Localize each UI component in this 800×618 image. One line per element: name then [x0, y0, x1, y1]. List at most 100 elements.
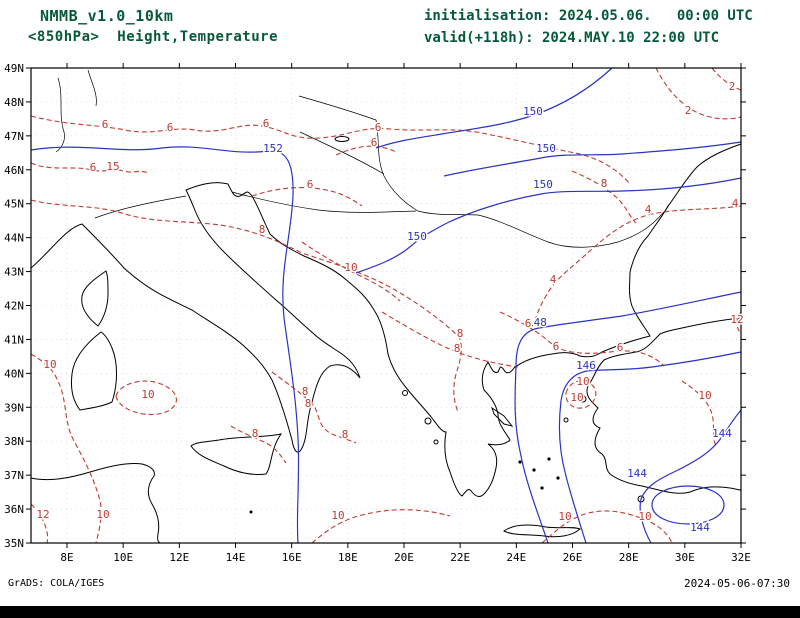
height-contour-150-c [355, 177, 742, 274]
temp-contour-8-ionian [381, 311, 519, 368]
temp-contour-label: 10 [558, 510, 571, 523]
temp-contour-10-aegean-loop [565, 380, 597, 409]
lat-axis-label: 38N [4, 435, 24, 448]
height-contour-label: 144 [627, 467, 647, 480]
axis-labels: 8E 10E 12E 14E 16E 18E 20E 22E 24E 26E 28E 30E 32E 49… [4, 62, 751, 564]
temp-contour-10-west [30, 353, 102, 544]
coastline-turkey [586, 317, 742, 494]
temp-contour-label: 4 [732, 197, 739, 210]
temperature-contours [30, 67, 742, 544]
lon-axis-label: 16E [282, 551, 302, 564]
temp-contour-8-calabria [271, 371, 357, 444]
temp-contour-8-northeast [571, 170, 637, 224]
temp-contour-alps [30, 162, 149, 174]
temp-contour-label: 6 [90, 161, 97, 174]
temp-contour-label: 6 [167, 121, 174, 134]
height-contour-label: 150 [407, 230, 427, 243]
height-contour-148 [514, 291, 742, 544]
lat-axis-label: 35N [4, 537, 24, 550]
temp-contour-label: 4 [550, 273, 557, 286]
temp-contour-label: 12 [36, 508, 49, 521]
temp-contour-label: 8 [259, 223, 266, 236]
temp-contour-12-southwest [30, 503, 49, 544]
island-kefalonia [424, 417, 432, 425]
lon-axis-label: 8E [60, 551, 73, 564]
axis-ticks [26, 63, 746, 548]
lon-axis-label: 26E [563, 551, 583, 564]
island-zakynthos [433, 439, 439, 445]
temp-contour-label: 6 [102, 118, 109, 131]
temp-contour-6-segment [335, 145, 397, 156]
lon-axis-label: 12E [169, 551, 189, 564]
island-cyclades-1 [518, 460, 522, 464]
lon-axis-label: 22E [450, 551, 470, 564]
temp-contour-8-adriatic [30, 199, 462, 413]
height-contour-label: 150 [536, 142, 556, 155]
coastline-italy-balkans-blacksea [30, 143, 742, 497]
initialisation-time: initialisation: 2024.05.06. 00:00 UTC [424, 8, 753, 24]
temp-contour-label: 10 [570, 391, 583, 404]
temp-contour-label: 4 [645, 203, 652, 216]
lat-axis-label: 46N [4, 164, 24, 177]
temp-contour-10-dalmatia [301, 241, 401, 302]
lon-axis-label: 32E [731, 551, 751, 564]
height-contour-label: 144 [712, 427, 732, 440]
lat-axis-label: 42N [4, 300, 24, 313]
coastlines [30, 69, 742, 544]
contour-labels: 152 150 150 150 150 148 146 144 144 144 6 6 6 6 6 2 2 6 15… [35, 79, 745, 536]
island-crete [503, 524, 581, 538]
temp-contour-label: 10 [638, 510, 651, 523]
temp-contour-2-outer [655, 67, 742, 120]
lat-axis-label: 39N [4, 401, 24, 414]
temp-contour-10-anatolia [681, 380, 717, 447]
island-chios [563, 417, 569, 423]
height-contour-144 [639, 409, 742, 544]
island-evia [491, 406, 514, 427]
island-sardinia [71, 331, 117, 411]
temp-contour-label: 10 [698, 389, 711, 402]
lon-axis-label: 30E [675, 551, 695, 564]
temp-contour-6-aegean [499, 311, 665, 367]
island-malta [249, 510, 253, 514]
bottom-bar [0, 606, 800, 618]
temp-contour-label: 10 [331, 509, 344, 522]
river-danube [298, 95, 670, 248]
temp-contour-label: 6 [371, 136, 378, 149]
temp-contour-label: 8 [457, 327, 464, 340]
temp-contour-label: 8 [252, 427, 259, 440]
temp-contour-6-north [30, 115, 631, 185]
island-corfu [402, 390, 408, 396]
lat-axis-label: 49N [4, 62, 24, 75]
height-contour-146 [558, 351, 742, 544]
lake-balaton [334, 136, 350, 142]
temp-contour-4 [534, 205, 742, 322]
temp-contour-label: 15 [106, 160, 119, 173]
temp-contour-label: 12 [730, 313, 743, 326]
temp-contour-label: 8 [601, 177, 608, 190]
valid-time: valid(+118h): 2024.MAY.10 22:00 UTC [424, 30, 720, 46]
island-cyclades-4 [556, 476, 560, 480]
temp-contour-label: 6 [263, 117, 270, 130]
height-contour-label: 144 [690, 521, 710, 534]
temp-contour-label: 8 [302, 385, 309, 398]
temp-contour-label: 6 [307, 178, 314, 191]
product-title: <850hPa> Height,Temperature [28, 29, 279, 45]
river-sava [231, 191, 417, 213]
temp-contour-label: 6 [525, 317, 532, 330]
lat-axis-label: 40N [4, 367, 24, 380]
river-po [94, 195, 187, 219]
temp-contour-label: 6 [375, 121, 382, 134]
lon-axis-label: 14E [226, 551, 246, 564]
temp-contour-10-tyrrhenian-loop [115, 380, 177, 416]
height-contour-152 [30, 146, 300, 544]
grads-credit: GrADS: COLA/IGES [8, 578, 105, 589]
creation-timestamp: 2024-05-06-07:30 [684, 577, 790, 590]
temp-contour-6-slovenia [251, 187, 363, 207]
island-lesbos [579, 395, 587, 403]
lon-axis-label: 20E [394, 551, 414, 564]
temp-contour-label: 8 [454, 342, 461, 355]
temp-contour-label: 6 [617, 341, 624, 354]
lat-axis-label: 48N [4, 96, 24, 109]
height-contour-150-b [443, 141, 742, 177]
